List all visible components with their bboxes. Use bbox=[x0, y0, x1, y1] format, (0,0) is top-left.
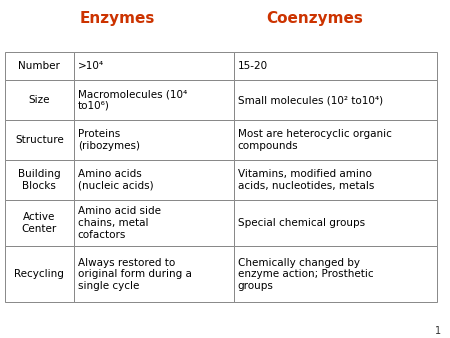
Bar bbox=[234, 52, 436, 80]
Bar bbox=[4, 160, 74, 200]
Text: Proteins
(ribozymes): Proteins (ribozymes) bbox=[78, 129, 140, 151]
Text: Macromolecules (10⁴
to10⁶): Macromolecules (10⁴ to10⁶) bbox=[78, 89, 187, 111]
Bar bbox=[4, 80, 74, 120]
Text: Coenzymes: Coenzymes bbox=[266, 11, 364, 26]
Bar bbox=[234, 160, 436, 200]
Text: Active
Center: Active Center bbox=[22, 212, 57, 234]
Text: Size: Size bbox=[29, 95, 50, 105]
Bar bbox=[74, 52, 234, 80]
Text: Small molecules (10² to10⁴): Small molecules (10² to10⁴) bbox=[238, 95, 382, 105]
Text: Building
Blocks: Building Blocks bbox=[18, 169, 61, 191]
Bar bbox=[234, 246, 436, 302]
Text: >10⁴: >10⁴ bbox=[78, 61, 104, 71]
Bar bbox=[74, 200, 234, 246]
Text: 15-20: 15-20 bbox=[238, 61, 268, 71]
Text: Most are heterocyclic organic
compounds: Most are heterocyclic organic compounds bbox=[238, 129, 392, 151]
Text: Chemically changed by
enzyme action; Prosthetic
groups: Chemically changed by enzyme action; Pro… bbox=[238, 258, 373, 291]
Text: Recycling: Recycling bbox=[14, 269, 64, 279]
Text: 1: 1 bbox=[435, 326, 441, 336]
Bar bbox=[234, 120, 436, 160]
Bar bbox=[4, 200, 74, 246]
Text: Special chemical groups: Special chemical groups bbox=[238, 218, 364, 228]
Bar bbox=[4, 246, 74, 302]
Text: Structure: Structure bbox=[15, 135, 64, 145]
Bar bbox=[4, 52, 74, 80]
Text: Amino acids
(nucleic acids): Amino acids (nucleic acids) bbox=[78, 169, 153, 191]
Text: Vitamins, modified amino
acids, nucleotides, metals: Vitamins, modified amino acids, nucleoti… bbox=[238, 169, 374, 191]
Bar bbox=[4, 120, 74, 160]
Bar bbox=[234, 200, 436, 246]
Bar bbox=[74, 160, 234, 200]
Bar bbox=[74, 80, 234, 120]
Text: Enzymes: Enzymes bbox=[79, 11, 155, 26]
Text: Always restored to
original form during a
single cycle: Always restored to original form during … bbox=[78, 258, 192, 291]
Bar bbox=[74, 120, 234, 160]
Bar bbox=[234, 80, 436, 120]
Text: Amino acid side
chains, metal
cofactors: Amino acid side chains, metal cofactors bbox=[78, 207, 161, 240]
Bar bbox=[74, 246, 234, 302]
Text: Number: Number bbox=[18, 61, 60, 71]
